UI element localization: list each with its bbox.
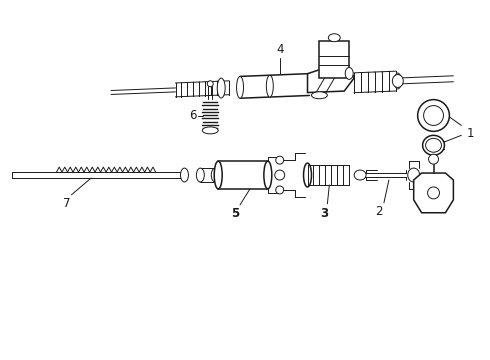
Ellipse shape bbox=[207, 81, 213, 87]
Ellipse shape bbox=[303, 163, 312, 187]
Polygon shape bbox=[308, 65, 354, 93]
Text: 6: 6 bbox=[189, 109, 196, 122]
Ellipse shape bbox=[354, 170, 366, 180]
Ellipse shape bbox=[392, 75, 403, 87]
Ellipse shape bbox=[426, 138, 441, 152]
Ellipse shape bbox=[429, 154, 439, 164]
Text: 5: 5 bbox=[231, 207, 239, 220]
Text: 7: 7 bbox=[63, 197, 70, 210]
Ellipse shape bbox=[428, 187, 440, 199]
Ellipse shape bbox=[328, 34, 340, 42]
Text: 4: 4 bbox=[276, 43, 284, 56]
Ellipse shape bbox=[202, 127, 218, 134]
Ellipse shape bbox=[408, 168, 419, 182]
Ellipse shape bbox=[214, 161, 222, 189]
Ellipse shape bbox=[196, 168, 204, 182]
Ellipse shape bbox=[312, 92, 327, 99]
Ellipse shape bbox=[394, 73, 401, 89]
Ellipse shape bbox=[264, 161, 272, 189]
Ellipse shape bbox=[275, 170, 285, 180]
Ellipse shape bbox=[217, 78, 225, 98]
Text: 3: 3 bbox=[320, 207, 328, 220]
Ellipse shape bbox=[211, 168, 219, 182]
Bar bbox=[319, 41, 349, 78]
Ellipse shape bbox=[237, 76, 244, 98]
Ellipse shape bbox=[180, 168, 189, 182]
Ellipse shape bbox=[422, 135, 444, 155]
Ellipse shape bbox=[345, 67, 353, 80]
Ellipse shape bbox=[276, 156, 284, 164]
Circle shape bbox=[424, 105, 443, 125]
Ellipse shape bbox=[276, 186, 284, 194]
Circle shape bbox=[417, 100, 449, 131]
Text: 2: 2 bbox=[375, 205, 383, 218]
Text: 1: 1 bbox=[466, 127, 474, 140]
Ellipse shape bbox=[267, 75, 273, 97]
Polygon shape bbox=[414, 173, 453, 213]
